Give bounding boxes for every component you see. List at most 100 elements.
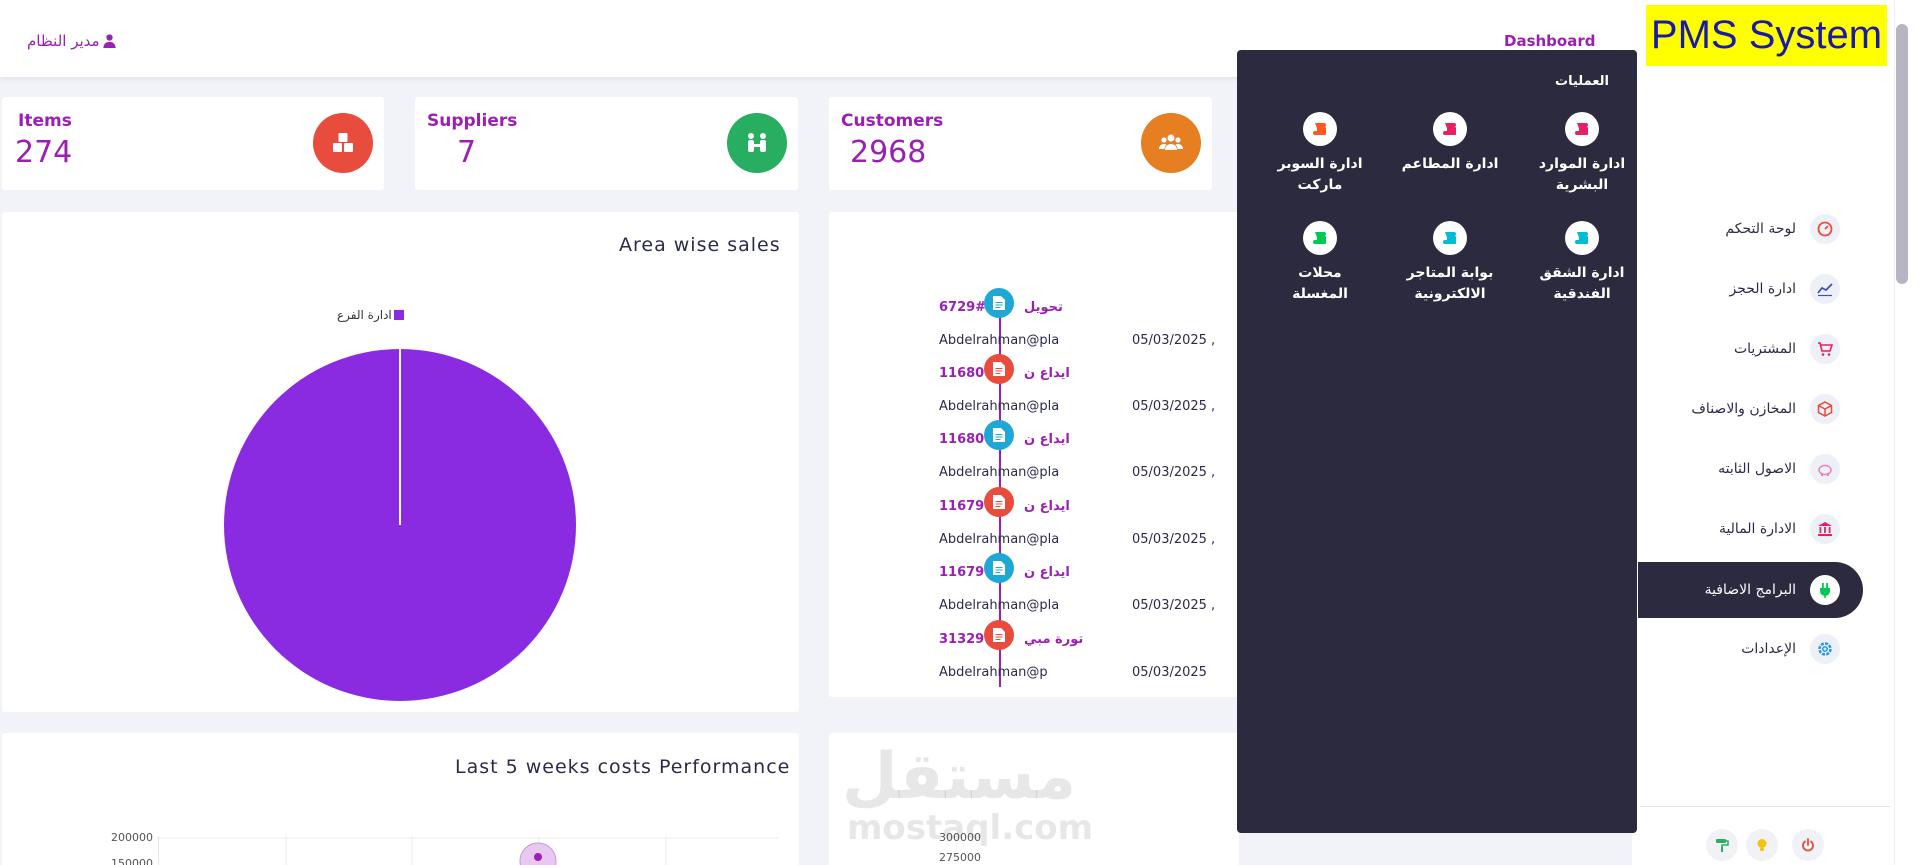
operations-item-label-line1: ادارة الشقق (1539, 265, 1625, 281)
timeline-date: 05/03/2025 , (1132, 598, 1216, 613)
area-sales-pie-chart (224, 349, 576, 701)
sidebar-item-label: الادارة المالية (1718, 521, 1796, 537)
user-icon (102, 34, 116, 48)
sidebar-item-label: الاصول الثابته (1718, 461, 1796, 477)
timeline-doc-title: ايداع ن (1024, 565, 1070, 580)
pie-legend[interactable]: ادارة الفرع (337, 308, 404, 322)
legend-swatch (393, 310, 404, 320)
timeline-item[interactable]: 11679# ايداع ن Abdelrahman@plaz 05/03/2025 … (939, 487, 1259, 565)
activity-timeline-panel (829, 212, 1239, 697)
customers-card: Customers 2968 (829, 97, 1212, 190)
timeline-user: Abdelrahman@plaz (939, 465, 1059, 480)
sidebar-item[interactable]: الإعدادات (1640, 624, 1840, 674)
cart-icon (1810, 334, 1840, 364)
items-value: 274 (15, 135, 73, 170)
operations-item[interactable]: محلات المغسلة (1260, 221, 1380, 305)
gauge-icon (1810, 214, 1840, 244)
sidebar-item[interactable]: المشتريات (1640, 324, 1840, 374)
power-icon (1802, 838, 1814, 852)
timeline-date: 05/03/2025 (1132, 665, 1207, 680)
costs-chart-point (534, 853, 542, 861)
document-icon (984, 420, 1014, 450)
users-icon (1141, 113, 1201, 173)
suppliers-value: 7 (457, 135, 477, 170)
timeline-item[interactable]: 11680# ايداع ن Abdelrahman@plaz 05/03/2025 … (939, 420, 1259, 498)
operations-item-label-line2: ماركت (1297, 177, 1343, 193)
piggy-bank-icon (1810, 454, 1840, 484)
y-tick-label: 275000 (939, 851, 981, 864)
operations-item-label-line1: بوابة المتاجر (1406, 265, 1494, 281)
operations-item-label-line2: البشرية (1555, 177, 1609, 193)
operations-item-label-line1: محلات (1298, 265, 1342, 281)
scroll-icon (1433, 112, 1467, 146)
scroll-icon (1303, 112, 1337, 146)
lightbulb-icon (1757, 839, 1767, 851)
timeline-item[interactable]: 6729# تحويل Abdelrahman@plaz 05/03/2025 , (939, 288, 1259, 366)
operations-menu: العمليات ادارة الموارد البشرية ادارة المطا… (1237, 50, 1637, 833)
costs-performance-title: Last 5 weeks costs Performance (455, 756, 791, 778)
sidebar-item[interactable]: لوحة التحكم (1640, 204, 1840, 254)
tips-button[interactable] (1746, 829, 1778, 861)
sidebar-item-label: البرامج الاضافية (1704, 582, 1796, 598)
dashboard-link[interactable]: Dashboard (1504, 32, 1596, 50)
operations-item-label-line2: المغسلة (1292, 286, 1348, 302)
timeline-item[interactable]: 31329# فاتورة مبي Abdelrahman@p 05/03/2025 (939, 620, 1259, 698)
sidebar-item-label: المشتريات (1733, 341, 1796, 357)
watermark-ar: مستقل (842, 740, 1077, 814)
timeline-date: 05/03/2025 , (1132, 399, 1216, 414)
timeline-item[interactable]: 11680# ايداع ن Abdelrahman@plaz 05/03/2025 … (939, 354, 1259, 432)
timeline-doc-number: 6729# (939, 300, 987, 315)
timeline-doc-title: ايداع ن (1024, 499, 1070, 514)
scrollbar-thumb[interactable] (1896, 24, 1908, 284)
timeline-user: Abdelrahman@plaz (939, 333, 1059, 348)
sidebar-item[interactable]: ادارة الحجز (1640, 264, 1840, 314)
plug-icon (1810, 575, 1840, 605)
timeline-date: 05/03/2025 , (1132, 465, 1216, 480)
operations-item[interactable]: ادارة السوبر ماركت (1260, 112, 1380, 196)
theme-button[interactable] (1706, 829, 1738, 861)
timeline-user: Abdelrahman@plaz (939, 598, 1059, 613)
y-tick-label: 300000 (939, 831, 981, 844)
operations-item-label-line2: الفندقية (1553, 286, 1611, 302)
items-title: Items (18, 111, 72, 131)
timeline-doc-title: تحويل (1024, 300, 1063, 315)
operations-item-label-line2: الالكترونية (1414, 286, 1486, 302)
timeline-doc-title: ايداع ن (1024, 366, 1070, 381)
timeline-doc-number: 11680# (939, 366, 996, 381)
costs-chart-grid (158, 836, 778, 865)
sidebar-item[interactable]: البرامج الاضافية (1640, 565, 1840, 615)
second-chart-panel (829, 733, 1239, 865)
operations-item[interactable]: ادارة الموارد البشرية (1522, 112, 1642, 196)
sidebar-item-label: الإعدادات (1741, 641, 1796, 657)
sidebar-item[interactable]: المخازن والاصناف (1640, 384, 1840, 434)
operations-item[interactable]: ادارة الشقق الفندقية (1522, 221, 1642, 305)
operations-item[interactable]: بوابة المتاجر الالكترونية (1390, 221, 1510, 305)
sidebar-item[interactable]: الاصول الثابته (1640, 444, 1840, 494)
suppliers-title: Suppliers (427, 111, 518, 131)
timeline-doc-number: 11679# (939, 499, 996, 514)
admin-user-menu[interactable]: مدير النظام (27, 32, 116, 50)
sidebar-item[interactable]: الادارة المالية (1640, 504, 1840, 554)
cubes-icon (313, 113, 373, 173)
logout-button[interactable] (1792, 829, 1824, 861)
operations-item[interactable]: ادارة المطاعم (1390, 112, 1510, 175)
y-tick-label: 150000 (111, 857, 153, 865)
timeline-item[interactable]: 11679# ايداع ن Abdelrahman@plaz 05/03/2025 … (939, 553, 1259, 631)
operations-item-label-line1: ادارة الموارد (1538, 156, 1626, 172)
scroll-icon (1565, 112, 1599, 146)
settings-icon (1810, 634, 1840, 664)
timeline-doc-number: 31329# (939, 632, 996, 647)
document-icon (984, 487, 1014, 517)
items-card: Items 274 (2, 97, 384, 190)
timeline-date: 05/03/2025 , (1132, 532, 1216, 547)
operations-menu-heading: العمليات (1555, 74, 1609, 89)
timeline-doc-number: 11679# (939, 565, 996, 580)
sidebar-item-label: ادارة الحجز (1729, 281, 1796, 297)
scroll-icon (1433, 221, 1467, 255)
scroll-icon (1303, 221, 1337, 255)
operations-item-label-line1: ادارة المطاعم (1401, 156, 1499, 172)
app-logo[interactable]: PMS System (1646, 5, 1887, 66)
timeline-doc-number: 11680# (939, 432, 996, 447)
operations-item-label-line1: ادارة السوبر (1277, 156, 1363, 172)
document-icon (984, 553, 1014, 583)
